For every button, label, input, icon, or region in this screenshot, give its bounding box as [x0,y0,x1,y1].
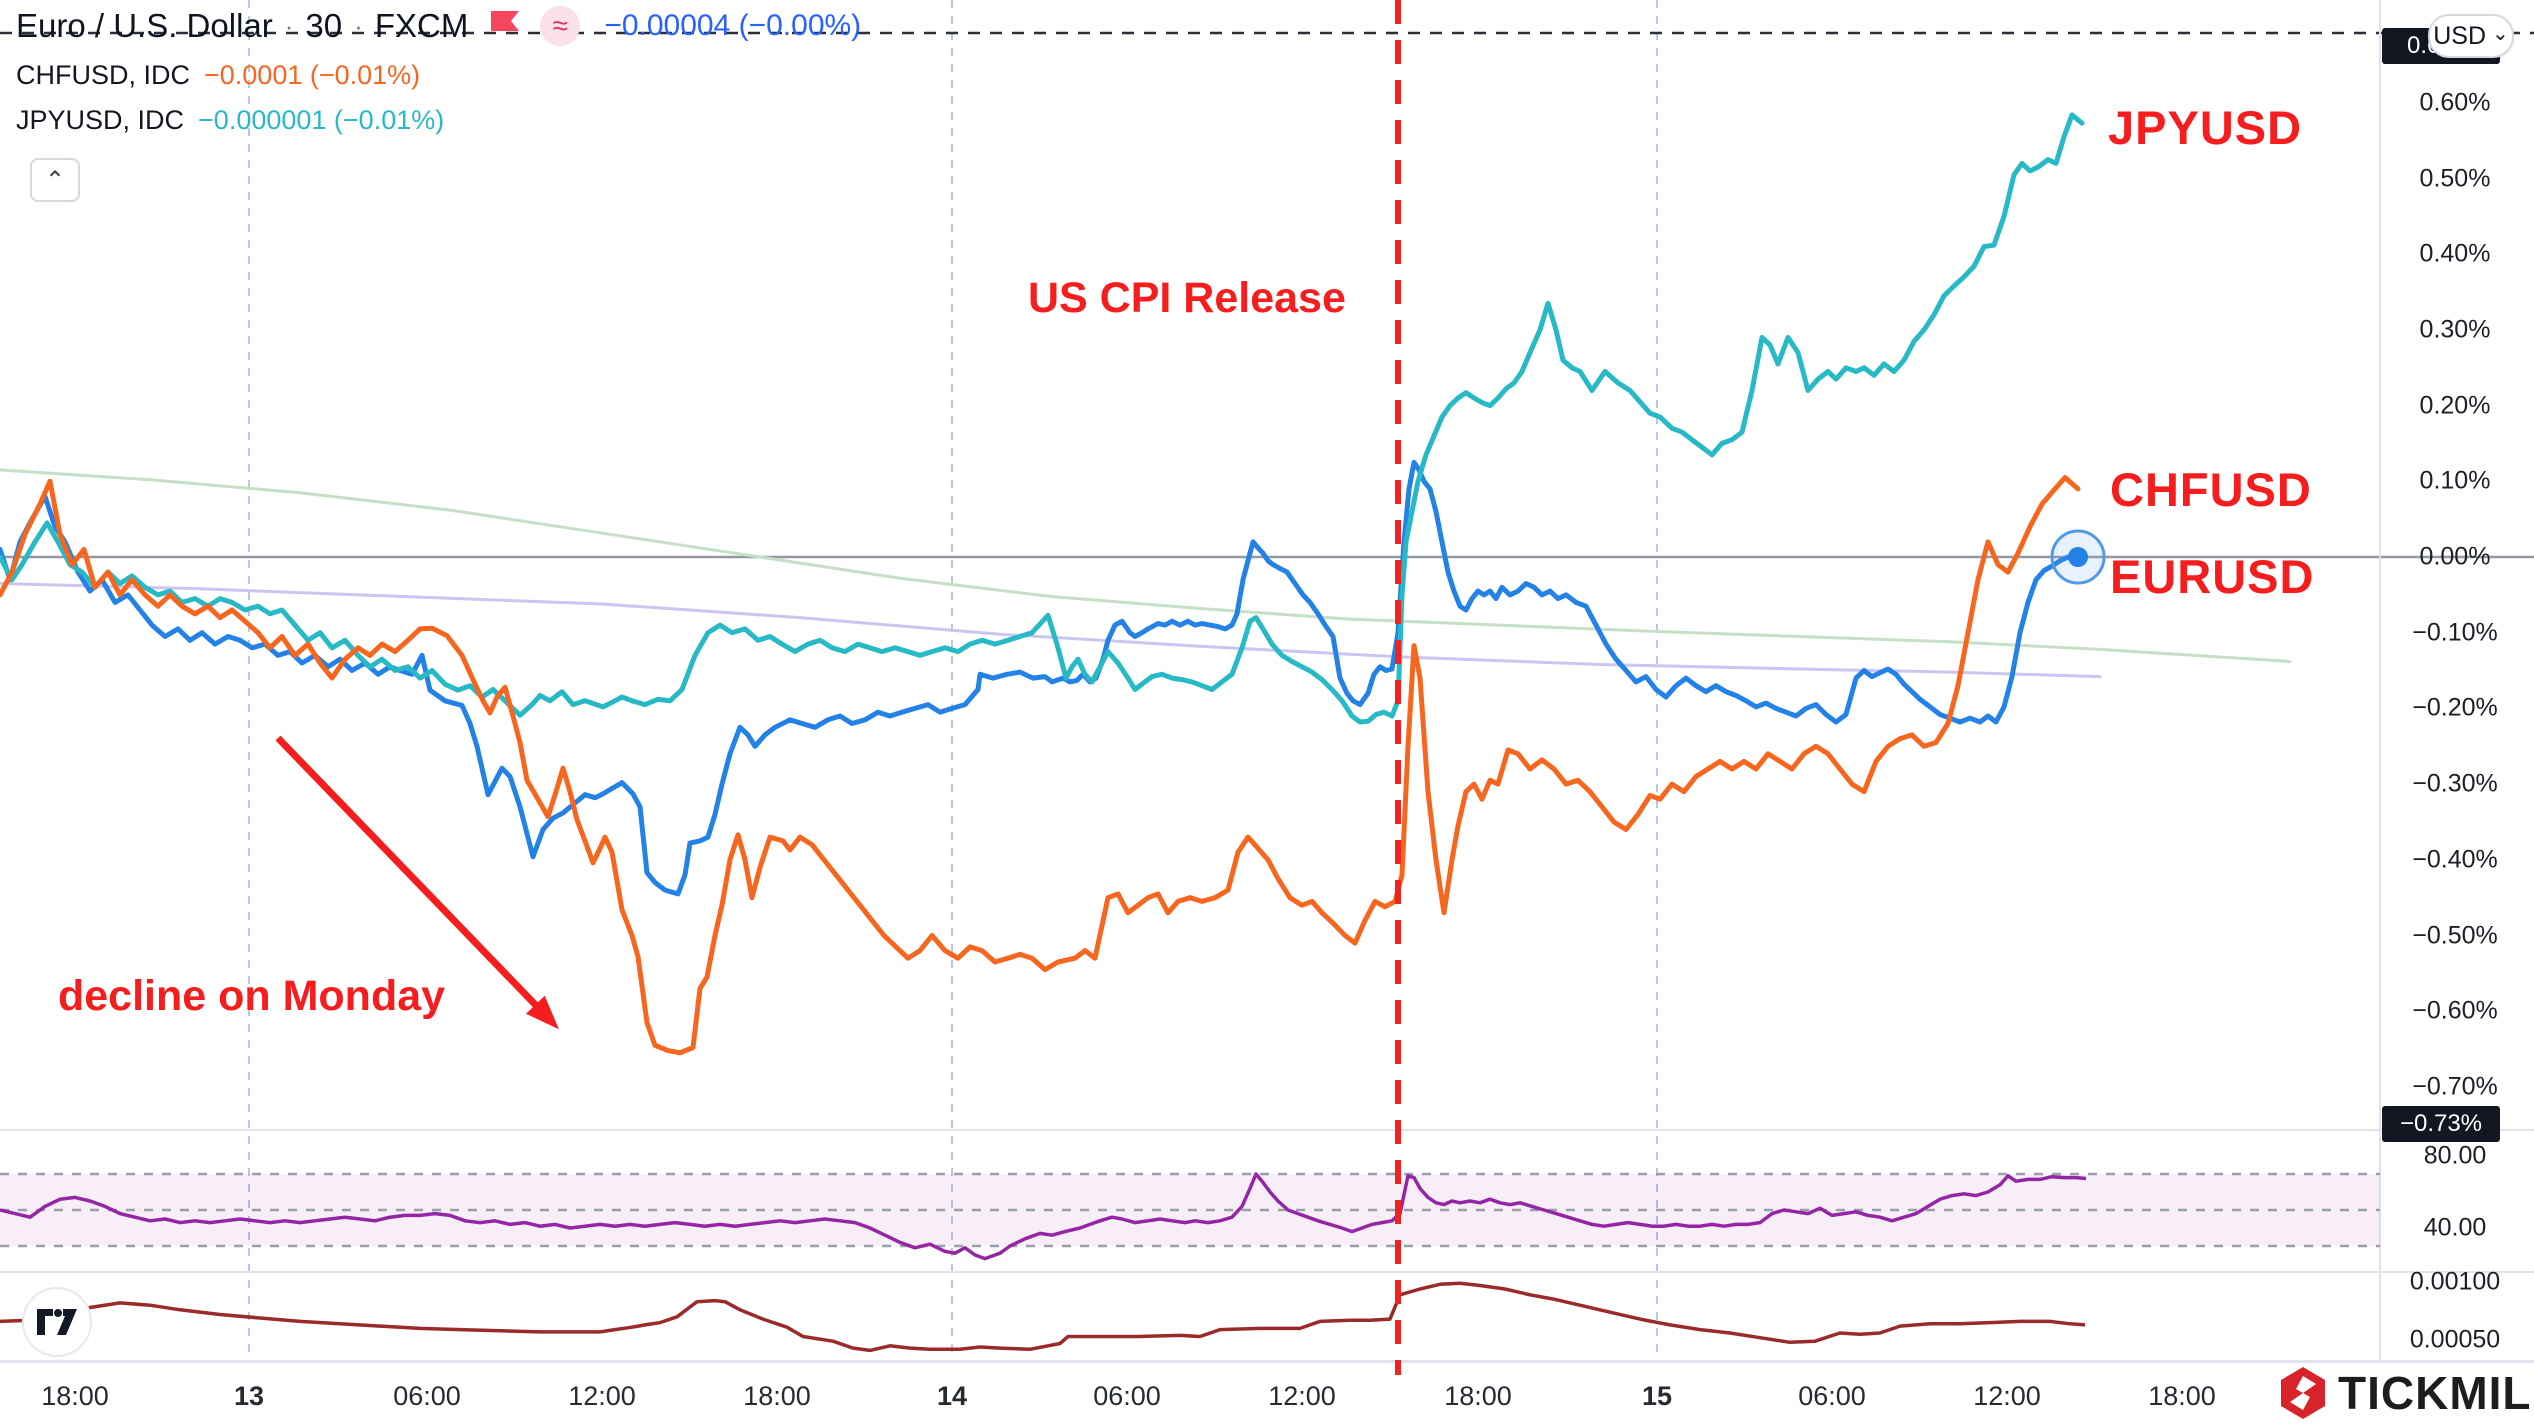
currency-dropdown[interactable]: USD ⌄ [2428,14,2514,58]
main-symbol-row[interactable]: Euro / U.S. Dollar · 30 · FXCM ≈ −0.0000… [16,6,861,46]
price-tick: 0.40% [2419,239,2491,268]
compare-row-chfusd[interactable]: CHFUSD, IDC −0.0001 (−0.01%) [16,60,861,91]
time-tick: 13 [233,1381,265,1411]
time-tick: 12:00 [1973,1381,2041,1411]
time-tick: 06:00 [1093,1381,1161,1411]
currency-label: USD [2433,21,2487,50]
price-tick: 0.20% [2419,391,2491,420]
separator-dot: · [354,10,363,41]
compare-row-jpyusd[interactable]: JPYUSD, IDC −0.000001 (−0.01%) [16,105,861,136]
label-chfusd: CHFUSD [2110,463,2312,516]
time-tick: 12:00 [568,1381,636,1411]
legend-collapse-button[interactable]: ⌃ [30,158,80,202]
symbol-legend: Euro / U.S. Dollar · 30 · FXCM ≈ −0.0000… [16,6,861,136]
atr-tick: 0.00050 [2409,1325,2501,1354]
price-tick: 0.10% [2419,466,2491,495]
price-axis[interactable]: 0.60% 0.50% 0.40% 0.30% 0.20% 0.10% 0.00% −0.10… [2380,0,2534,1361]
price-tick: 0.60% [2419,88,2491,117]
rsi-tick: 80.00 [2423,1141,2487,1170]
main-change-value: −0.00004 (−0.00%) [604,9,862,42]
tickmill-wordmark: TICKMILL [2338,1367,2534,1419]
compare-symbol: JPYUSD, IDC [16,105,185,135]
tradingview-logo-icon [22,1287,92,1357]
time-tick: 12:00 [1268,1381,1336,1411]
symbol-title: Euro / U.S. Dollar [16,7,273,44]
compare-change: −0.000001 (−0.01%) [198,105,445,135]
separator-dot: · [284,10,294,41]
tickmill-logo[interactable]: TICKMILL [2278,1366,2534,1420]
price-tick: −0.60% [2412,996,2498,1025]
compare-symbol: CHFUSD, IDC [16,60,190,90]
price-tick: −0.10% [2412,618,2498,647]
label-jpyusd: JPYUSD [2108,101,2303,154]
price-tick: −0.30% [2412,769,2498,798]
label-eurusd: EURUSD [2110,550,2315,603]
price-tick: −0.50% [2412,921,2498,949]
exchange-name: FXCM [374,7,469,44]
annotation-decline-monday: decline on Monday [58,972,446,1020]
approx-price-icon[interactable]: ≈ [540,6,581,46]
tickmill-icon [2278,1366,2328,1420]
annotation-cpi-release: US CPI Release [1028,274,1346,322]
price-tick: 0.00% [2419,542,2491,571]
time-tick: 18:00 [2148,1381,2216,1411]
compare-change: −0.0001 (−0.01%) [204,60,421,90]
time-tick: 14 [936,1381,968,1411]
price-badge-bottom: −0.73% [2382,1106,2500,1142]
time-tick: 18:00 [41,1381,109,1411]
price-tick: −0.20% [2412,693,2498,722]
atr-tick: 0.00100 [2409,1267,2501,1296]
interval-value[interactable]: 30 [305,7,343,44]
price-tick: −0.40% [2412,845,2498,874]
rsi-tick: 40.00 [2423,1213,2487,1242]
price-tick: 0.30% [2419,315,2491,344]
chevron-down-icon: ⌄ [2492,22,2509,45]
time-tick: 18:00 [1444,1381,1512,1411]
flag-icon[interactable] [490,10,520,42]
time-tick: 15 [1641,1381,1673,1411]
time-tick: 06:00 [1798,1381,1866,1411]
price-tick: 0.50% [2419,164,2491,192]
price-tick: −0.70% [2412,1072,2498,1101]
time-tick: 18:00 [743,1381,811,1411]
time-tick: 06:00 [393,1381,461,1411]
